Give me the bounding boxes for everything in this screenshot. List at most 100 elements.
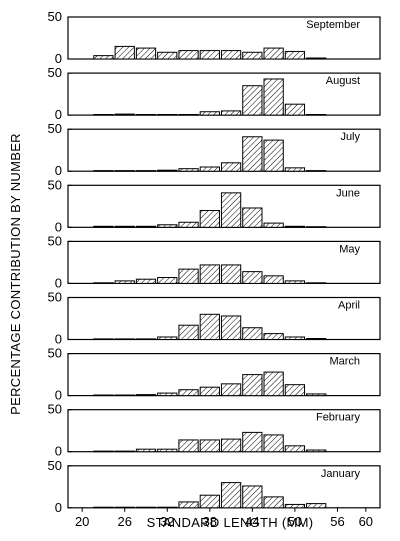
bar [114, 506, 135, 509]
month-label: May [339, 243, 360, 255]
bar [220, 162, 242, 172]
x-tick-label: 38 [203, 514, 217, 529]
bar [178, 268, 199, 284]
bar [114, 170, 135, 172]
bar [178, 114, 199, 116]
bar [220, 192, 242, 228]
y-tick-label: 50 [48, 233, 62, 248]
bar [199, 210, 220, 228]
y-tick-label: 50 [48, 177, 62, 192]
x-axis-label: STANDARD LENGTH (MM) [147, 515, 314, 530]
bar [135, 506, 157, 509]
x-tick-label: 44 [245, 514, 259, 529]
bar [306, 338, 327, 340]
bar [135, 170, 157, 172]
bar [199, 494, 220, 509]
bar [263, 222, 284, 228]
bar [263, 333, 284, 340]
y-tick-label: 50 [48, 9, 62, 24]
bar [284, 336, 306, 341]
bar [157, 51, 178, 60]
bar [284, 445, 306, 453]
bar [93, 114, 114, 116]
y-tick-label: 0 [55, 51, 62, 66]
bar [284, 384, 306, 397]
bar [114, 45, 135, 60]
bar [178, 389, 199, 397]
bar [114, 113, 135, 116]
bar [263, 434, 284, 453]
bar [157, 392, 178, 397]
bar [135, 278, 157, 284]
bar [93, 394, 114, 397]
y-tick-label: 0 [55, 163, 62, 178]
bar [220, 383, 242, 397]
bar [220, 110, 242, 116]
month-label: March [329, 356, 360, 368]
panel-february: 0 50 February [48, 402, 381, 459]
bar [242, 431, 263, 453]
panel-june: 0 50 June [48, 177, 381, 234]
bar [135, 338, 157, 340]
bar [135, 114, 157, 116]
bar [135, 448, 157, 453]
x-tick-label: 60 [359, 514, 373, 529]
y-tick-label: 50 [48, 402, 62, 417]
bar [93, 170, 114, 172]
bar [199, 50, 220, 60]
bar [242, 85, 263, 116]
bar [199, 313, 220, 340]
bar [284, 50, 306, 60]
bar [114, 338, 135, 340]
bar [199, 166, 220, 172]
bar [93, 225, 114, 228]
bar [242, 136, 263, 172]
bar [220, 264, 242, 284]
bar [199, 439, 220, 453]
bar [306, 226, 327, 228]
month-label: August [326, 75, 360, 87]
bar [178, 439, 199, 453]
bar [178, 221, 199, 228]
bar [178, 168, 199, 172]
y-tick-label: 50 [48, 346, 62, 361]
bar [306, 282, 327, 284]
bar [93, 55, 114, 60]
bar [114, 450, 135, 453]
x-tick-label: 32 [160, 514, 174, 529]
bar [306, 449, 327, 453]
bar [263, 139, 284, 172]
bar [178, 501, 199, 509]
bar [114, 394, 135, 397]
bar [263, 496, 284, 509]
bar [135, 47, 157, 60]
bar [93, 282, 114, 284]
y-axis-label: PERCENTAGE CONTRIBUTION BY NUMBER [8, 133, 23, 415]
bar [157, 506, 178, 509]
x-axis: 20 26 32 38 44 50 56 60 [75, 507, 373, 529]
x-tick-label: 20 [75, 514, 89, 529]
y-tick-label: 0 [55, 388, 62, 403]
bar [93, 450, 114, 453]
bar [199, 111, 220, 116]
bar [284, 280, 306, 284]
bar [157, 336, 178, 341]
bar [157, 169, 178, 172]
bar [178, 50, 199, 60]
month-label: January [321, 468, 361, 480]
bar [199, 264, 220, 284]
y-tick-label: 0 [55, 500, 62, 515]
bar [263, 47, 284, 60]
bar [178, 324, 199, 341]
bar [220, 438, 242, 453]
bar [114, 225, 135, 228]
y-tick-label: 50 [48, 65, 62, 80]
x-tick-label: 50 [288, 514, 302, 529]
y-tick-label: 0 [55, 107, 62, 122]
bar [242, 207, 263, 228]
bar [242, 327, 263, 340]
bar [220, 315, 242, 341]
bar [135, 394, 157, 397]
bar [157, 448, 178, 453]
month-label: July [340, 131, 360, 143]
